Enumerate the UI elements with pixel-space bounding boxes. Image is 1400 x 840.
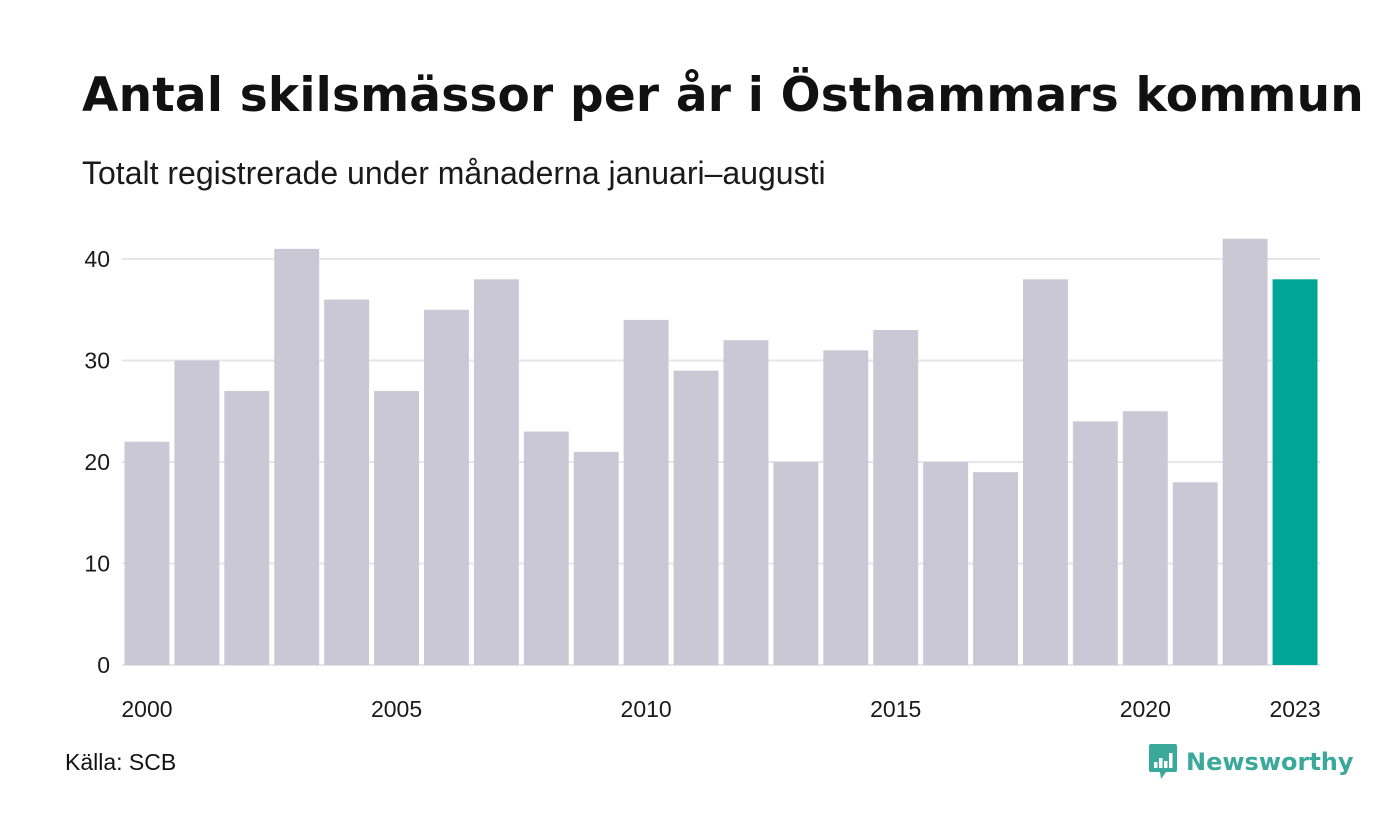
- bar-2021: [1172, 482, 1218, 665]
- bar-2006: [424, 309, 469, 665]
- grid-lines: [122, 258, 1320, 666]
- x-tick-label: 2015: [870, 696, 921, 722]
- x-tick-label: 2000: [121, 696, 172, 722]
- bar-2005: [374, 390, 419, 665]
- bar-2017: [973, 472, 1018, 665]
- bar-2015: [873, 330, 919, 665]
- bar-2020: [1122, 411, 1168, 665]
- bar-2016: [923, 462, 969, 665]
- brand-logo: Newsworthy: [1148, 742, 1354, 782]
- bar-2004: [324, 299, 370, 665]
- bar-2018: [1023, 279, 1068, 665]
- brand-name: Newsworthy: [1186, 748, 1354, 776]
- bar-2012: [723, 340, 769, 665]
- bar-2008: [523, 431, 569, 665]
- bar-2022: [1222, 238, 1268, 665]
- y-tick-label: 0: [97, 652, 110, 678]
- chart-subtitle: Totalt registrerade under månaderna janu…: [82, 155, 826, 191]
- y-tick-label: 20: [84, 449, 110, 475]
- bar-2010: [623, 319, 669, 665]
- bar-2009: [573, 451, 619, 665]
- bar-chart: 0 10 20 30 40 2000 2005 2010 2015 2020 2023: [84, 238, 1321, 722]
- bar-2014: [823, 350, 869, 665]
- y-tick-label: 40: [84, 246, 110, 272]
- newsworthy-logo-icon: [1149, 744, 1177, 779]
- bar-2019: [1072, 421, 1118, 665]
- source-note: Källa: SCB: [65, 749, 177, 775]
- bar-2001: [174, 360, 220, 665]
- bars: [124, 238, 1318, 665]
- y-tick-label: 30: [84, 348, 110, 374]
- bar-2007: [473, 279, 519, 665]
- bar-2003: [274, 248, 320, 665]
- bar-2011: [673, 370, 719, 665]
- x-axis-ticks: 2000 2005 2010 2015 2020 2023: [121, 696, 1320, 722]
- bar-2000: [124, 441, 170, 665]
- x-tick-label: 2023: [1269, 696, 1320, 722]
- y-axis-ticks: 0 10 20 30 40: [84, 246, 110, 678]
- bar-2013: [773, 462, 819, 665]
- x-tick-label: 2005: [371, 696, 422, 722]
- bar-2023: [1272, 279, 1318, 665]
- bar-2002: [224, 390, 270, 665]
- chart-title: Antal skilsmässor per år i Östhammars ko…: [82, 68, 1364, 123]
- x-tick-label: 2020: [1120, 696, 1171, 722]
- y-tick-label: 10: [84, 551, 110, 577]
- x-tick-label: 2010: [621, 696, 672, 722]
